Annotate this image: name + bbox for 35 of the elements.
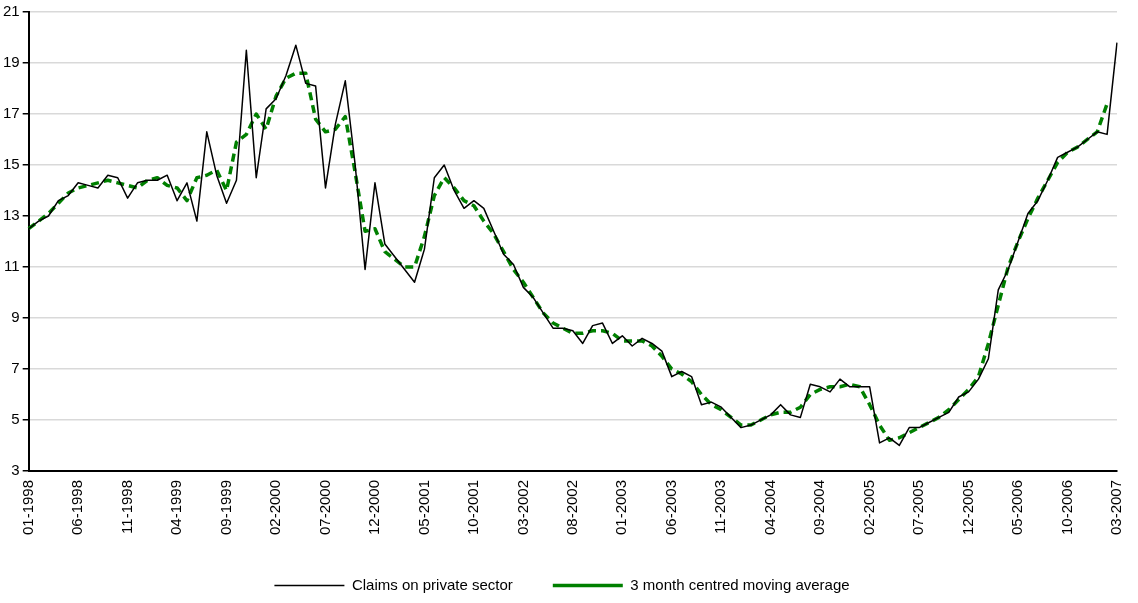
x-tick-label: 07-2000 xyxy=(315,479,333,536)
x-tick-label: 09-1999 xyxy=(216,479,234,536)
x-tick-label: 12-2000 xyxy=(365,479,383,536)
x-tick-label: 10-2001 xyxy=(464,479,482,536)
x-tick-label: 02-2000 xyxy=(266,479,284,536)
y-tick-label: 15 xyxy=(3,155,20,173)
y-tick-label: 13 xyxy=(3,206,20,224)
y-tick-label: 9 xyxy=(11,308,20,326)
y-tick-label: 11 xyxy=(4,257,20,275)
y-tick-label: 5 xyxy=(11,410,20,428)
y-tick-label: 19 xyxy=(3,53,20,71)
x-tick-label: 01-1998 xyxy=(18,479,36,536)
x-tick-label: 01-2003 xyxy=(612,479,630,536)
x-tick-label: 03-2002 xyxy=(513,479,531,536)
x-tick-label: 04-1999 xyxy=(167,479,185,536)
x-tick-label: 10-2006 xyxy=(1057,479,1075,536)
x-tick-label: 11-1998 xyxy=(117,479,135,534)
x-tick-label: 05-2001 xyxy=(414,479,432,536)
x-tick-label: 05-2006 xyxy=(1008,479,1026,536)
x-tick-label: 09-2004 xyxy=(810,479,828,536)
x-tick-label: 11-2003 xyxy=(711,479,729,534)
y-tick-label: 17 xyxy=(3,104,20,122)
x-tick-label: 04-2004 xyxy=(760,479,778,536)
x-tick-label: 06-2003 xyxy=(661,479,679,536)
x-tick-label: 02-2005 xyxy=(859,479,877,536)
x-tick-label: 03-2007 xyxy=(1107,479,1125,536)
legend-label: Claims on private sector xyxy=(351,575,513,593)
y-tick-label: 3 xyxy=(11,461,20,479)
y-tick-label: 21 xyxy=(3,2,20,20)
x-tick-label: 07-2005 xyxy=(909,479,927,536)
x-tick-label: 06-1998 xyxy=(68,479,86,536)
x-tick-label: 08-2002 xyxy=(562,479,580,536)
legend-label: 3 month centred moving average xyxy=(630,575,850,593)
x-tick-label: 12-2005 xyxy=(958,479,976,536)
y-tick-label: 7 xyxy=(11,359,20,377)
